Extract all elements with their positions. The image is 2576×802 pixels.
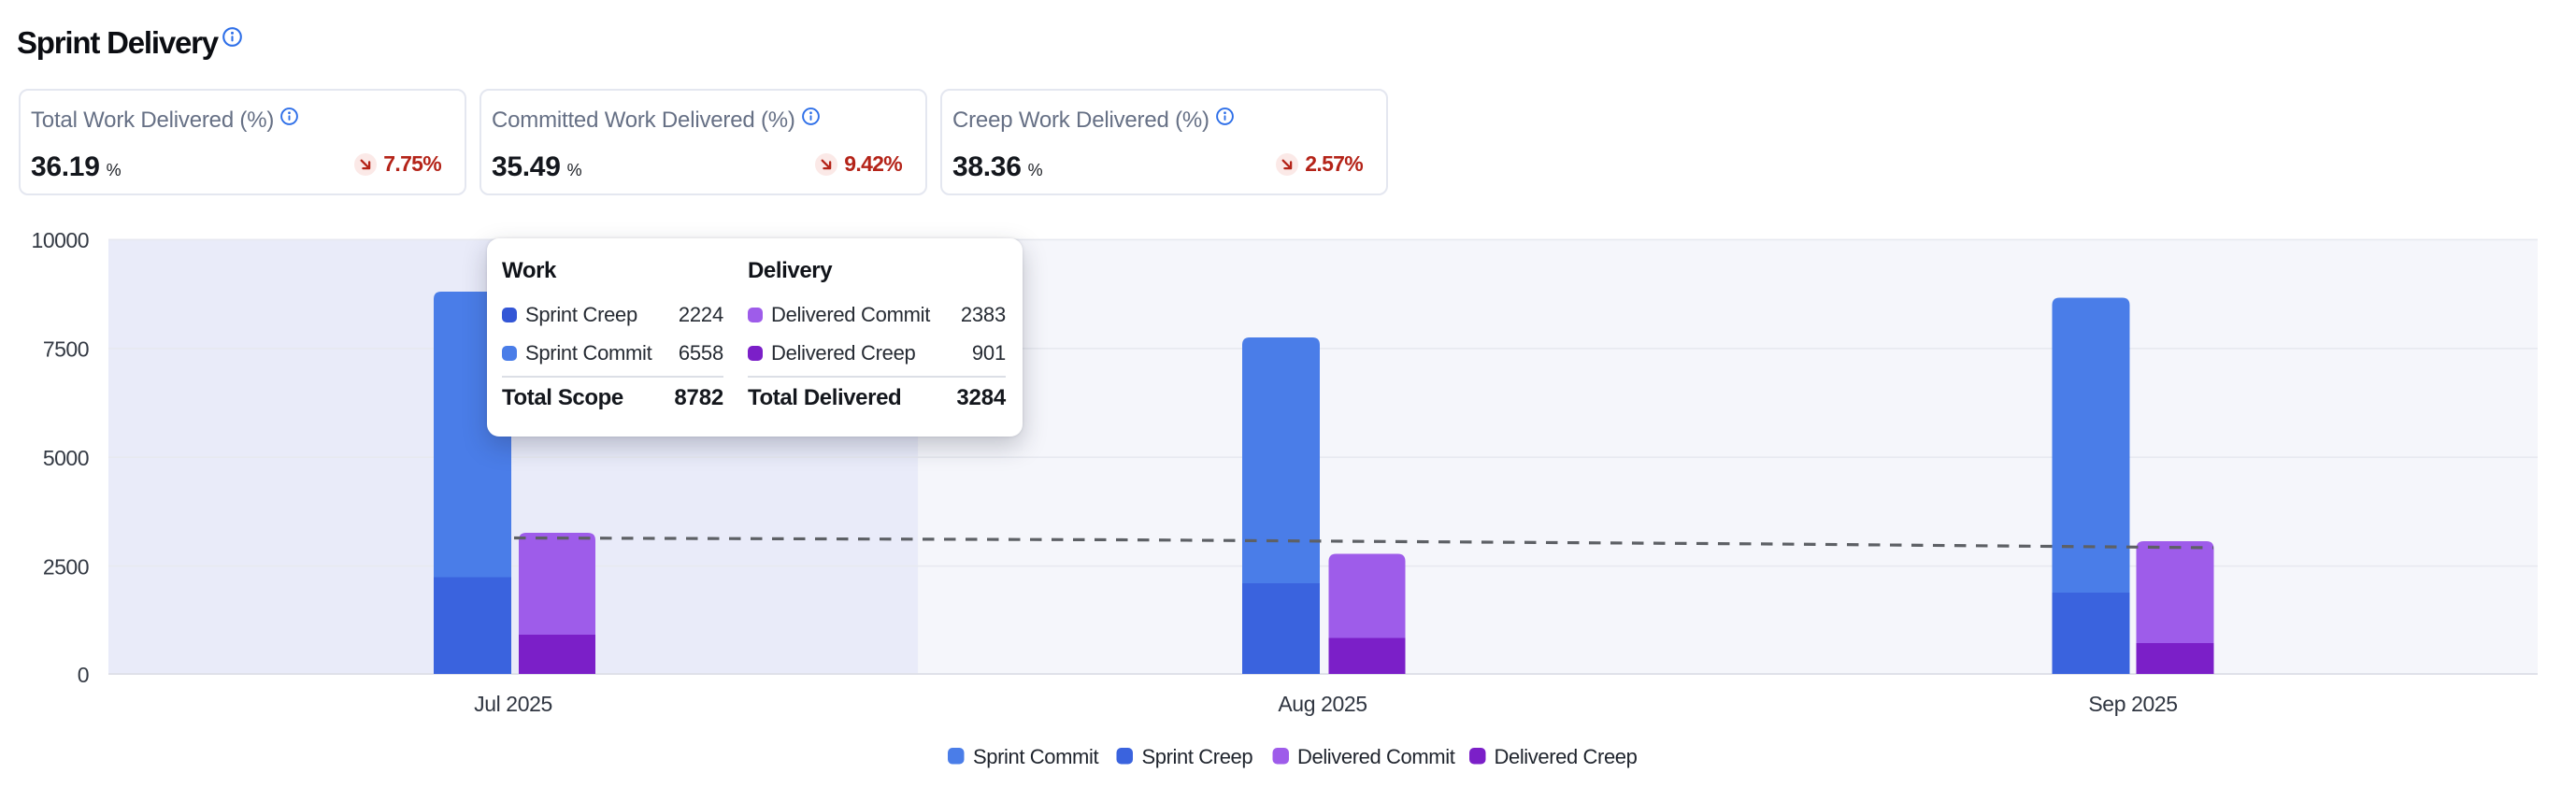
svg-text:Delivered Commit: Delivered Commit <box>1297 745 1455 768</box>
svg-text:Sprint Creep: Sprint Creep <box>1142 745 1253 768</box>
svg-text:Sprint Commit: Sprint Commit <box>973 745 1098 768</box>
svg-text:10000: 10000 <box>32 228 89 252</box>
svg-text:0: 0 <box>78 663 89 687</box>
svg-text:5000: 5000 <box>43 446 89 470</box>
svg-text:Aug 2025: Aug 2025 <box>1278 692 1367 716</box>
svg-text:Delivered Creep: Delivered Creep <box>1495 745 1638 768</box>
svg-text:7500: 7500 <box>43 337 89 362</box>
svg-text:Jul 2025: Jul 2025 <box>474 692 552 716</box>
svg-text:Sep 2025: Sep 2025 <box>2088 692 2177 716</box>
svg-text:2500: 2500 <box>43 555 89 580</box>
